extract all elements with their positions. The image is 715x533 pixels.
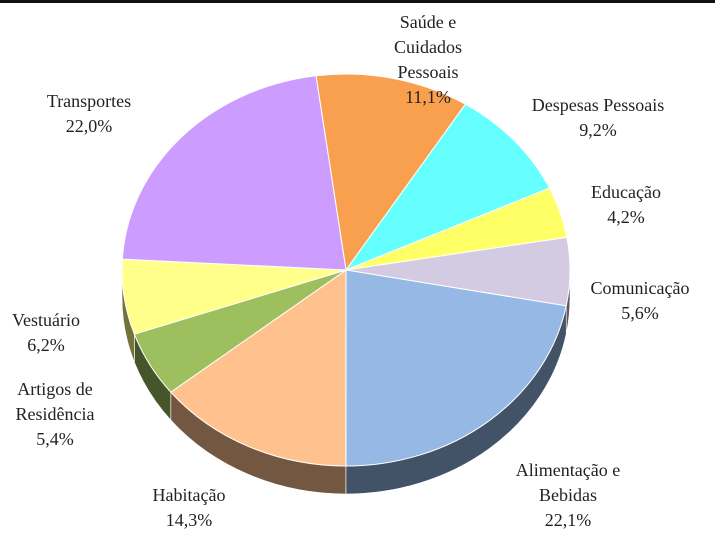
data-label: Saúde e Cuidados Pessoais 11,1% bbox=[373, 10, 483, 110]
value-label: 5,4% bbox=[36, 429, 74, 449]
value-label: 11,1% bbox=[405, 87, 451, 107]
data-label: Vestuário 6,2% bbox=[0, 308, 92, 358]
data-label: Habitação 14,3% bbox=[124, 483, 254, 533]
data-label: Artigos de Residência 5,4% bbox=[0, 377, 110, 452]
slice bbox=[170, 269, 347, 467]
data-label: Comunicação 5,6% bbox=[572, 276, 708, 326]
category-label: Artigos de Residência bbox=[15, 379, 95, 424]
data-label: Alimentação e Bebidas 22,1% bbox=[498, 458, 638, 533]
value-label: 22,0% bbox=[65, 116, 113, 136]
data-label: Educação 4,2% bbox=[576, 180, 676, 230]
value-label: 4,2% bbox=[607, 207, 645, 227]
category-label: Habitação bbox=[152, 485, 226, 505]
value-label: 9,2% bbox=[579, 120, 617, 140]
top-border bbox=[0, 0, 715, 3]
category-label: Saúde e Cuidados Pessoais bbox=[393, 12, 462, 82]
category-label: Alimentação e Bebidas bbox=[515, 460, 621, 505]
data-label: Transportes 22,0% bbox=[24, 89, 154, 139]
data-label: Despesas Pessoais 9,2% bbox=[528, 93, 668, 143]
category-label: Educação bbox=[591, 182, 661, 202]
value-label: 6,2% bbox=[27, 335, 65, 355]
value-label: 14,3% bbox=[165, 510, 213, 530]
slice bbox=[344, 103, 551, 272]
value-label: 5,6% bbox=[621, 303, 659, 323]
category-label: Despesas Pessoais bbox=[531, 95, 665, 115]
value-label: 22,1% bbox=[544, 510, 592, 530]
category-label: Transportes bbox=[46, 91, 132, 111]
slice bbox=[345, 269, 567, 467]
category-label: Vestuário bbox=[12, 310, 80, 330]
category-label: Comunicação bbox=[590, 278, 690, 298]
slice bbox=[121, 75, 347, 271]
slice bbox=[315, 73, 467, 272]
